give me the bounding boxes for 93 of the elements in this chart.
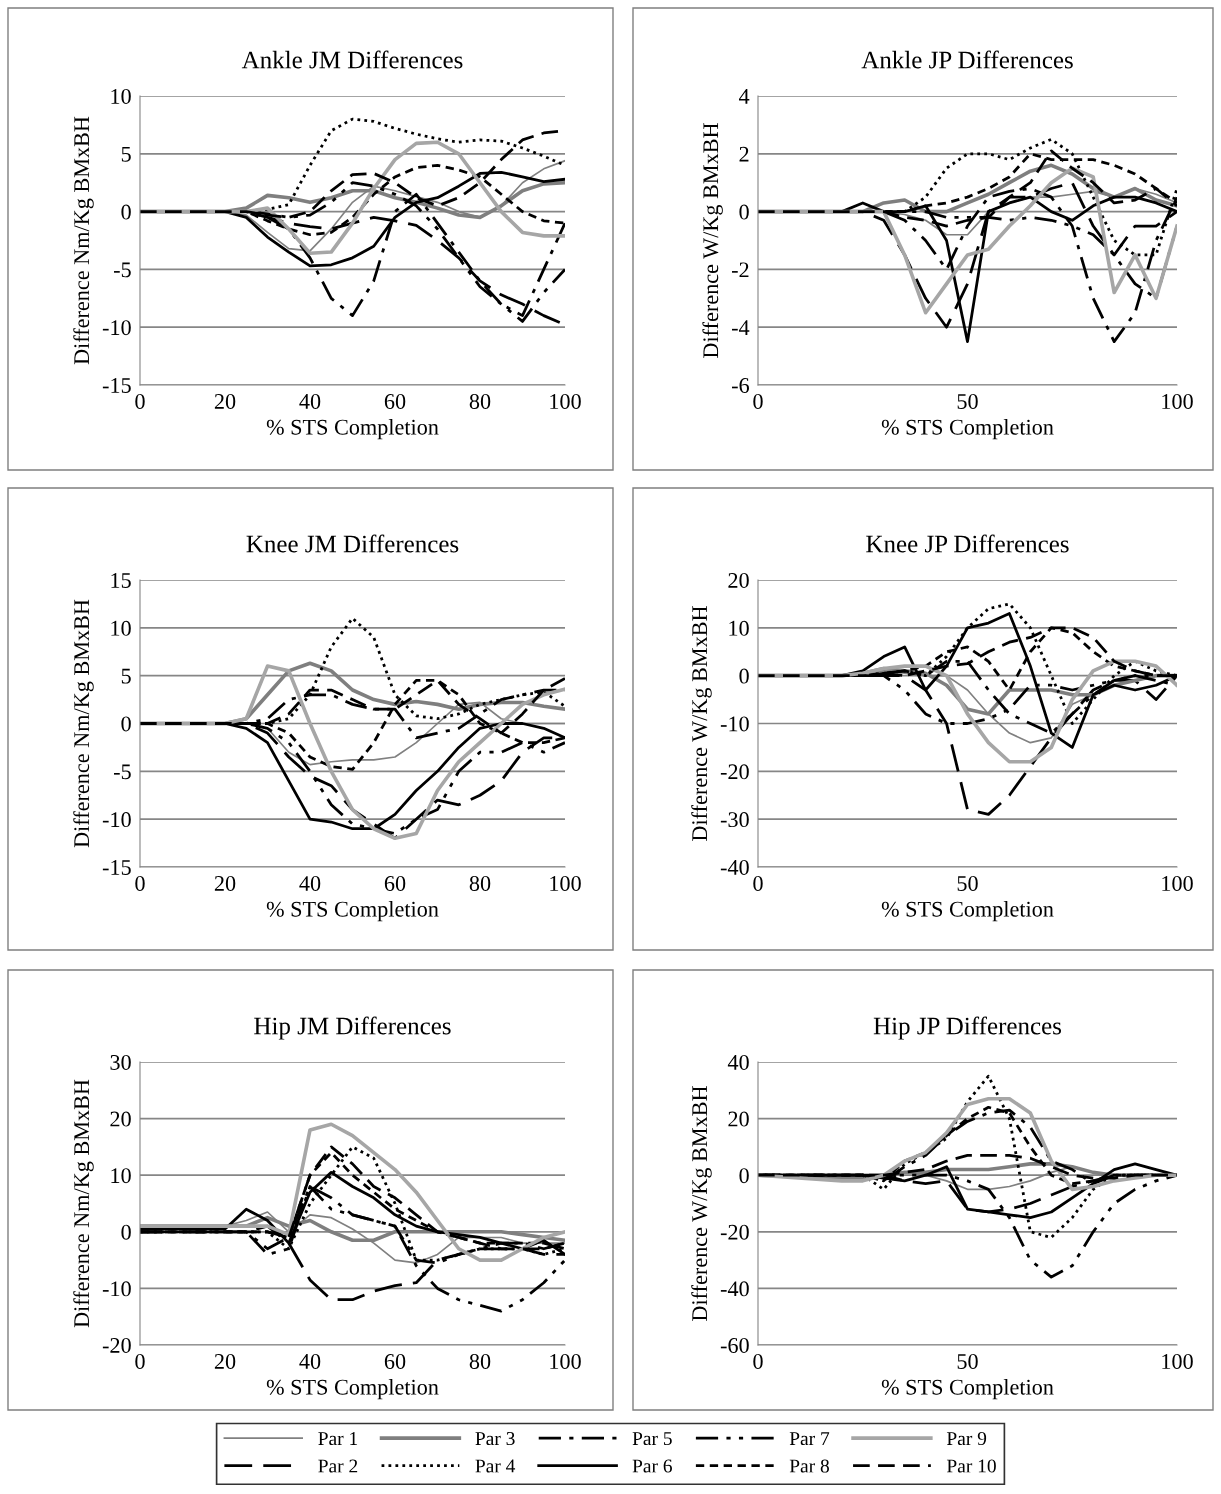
chart-title: Knee JP Differences	[866, 534, 1069, 553]
x-tick-label: 100	[1162, 393, 1193, 409]
x-tick-label: 50	[957, 393, 978, 409]
x-tick-label: 0	[135, 875, 145, 891]
y-tick-label: -5	[113, 764, 131, 780]
y-tick-label: 4	[738, 89, 750, 104]
x-tick-label: 50	[957, 1353, 978, 1369]
y-tick-label: 5	[121, 146, 131, 162]
y-tick-label: -10	[102, 1281, 131, 1297]
y-tick-label: 20	[728, 1111, 749, 1127]
chart-title: Ankle JP Differences	[861, 50, 1073, 69]
y-tick-label: -60	[720, 1337, 749, 1353]
y-axis-title: Difference W/Kg BMxBH	[691, 606, 712, 841]
y-axis-title: Difference Nm/Kg BMxBH	[73, 1079, 94, 1328]
x-tick-label: 20	[214, 393, 236, 409]
chart-title: Knee JM Differences	[246, 534, 459, 553]
x-tick-label: 100	[1162, 875, 1193, 891]
y-tick-label: 0	[739, 204, 749, 220]
y-tick-label: -20	[720, 1224, 749, 1240]
y-tick-label: -20	[102, 1337, 131, 1353]
y-tick-label: 20	[728, 572, 749, 588]
y-tick-label: 5	[121, 668, 131, 684]
x-tick-label: 100	[550, 393, 581, 409]
x-tick-label: 20	[214, 1353, 236, 1369]
x-tick-label: 60	[384, 393, 406, 409]
y-tick-label: -5	[113, 262, 131, 278]
x-axis-title: % STS Completion	[266, 901, 439, 922]
y-tick-label: 0	[121, 716, 131, 732]
y-axis-title: Difference Nm/Kg BMxBH	[73, 599, 94, 848]
x-tick-label: 100	[550, 1353, 581, 1369]
y-tick-label: -40	[720, 1281, 749, 1297]
legend-label: Par 7	[789, 1432, 830, 1446]
legend-label: Par 1	[318, 1432, 358, 1446]
chart-title: Ankle JM Differences	[241, 50, 463, 69]
x-tick-label: 40	[299, 1353, 321, 1369]
x-tick-label: 0	[135, 1353, 145, 1369]
y-tick-label: 0	[121, 1224, 131, 1240]
x-tick-label: 0	[753, 875, 763, 891]
legend-label: Par 2	[318, 1459, 358, 1473]
x-axis-title: % STS Completion	[881, 1379, 1054, 1400]
x-tick-label: 100	[550, 875, 581, 891]
legend-label: Par 3	[475, 1432, 515, 1446]
y-tick-label: 20	[110, 1111, 131, 1127]
y-tick-label: -10	[720, 716, 749, 732]
y-axis-title: Difference W/Kg BMxBH	[691, 1086, 712, 1321]
y-axis-title: Difference Nm/Kg BMxBH	[73, 116, 94, 365]
x-tick-label: 80	[469, 393, 491, 409]
legend-label: Par 9	[946, 1432, 987, 1446]
y-tick-label: -15	[102, 378, 131, 393]
y-tick-label: 10	[111, 88, 131, 104]
x-tick-label: 40	[299, 393, 321, 409]
y-tick-label: -4	[731, 320, 750, 335]
x-tick-label: 50	[957, 875, 978, 891]
y-tick-label: 2	[739, 146, 749, 162]
y-tick-label: 0	[739, 1168, 749, 1184]
y-axis-title: Difference W/Kg BMxBH	[702, 123, 723, 358]
x-axis-title: % STS Completion	[266, 1379, 439, 1400]
chart-title: Hip JP Differences	[873, 1016, 1062, 1040]
y-tick-label: -2	[731, 262, 749, 278]
legend-label: Par 8	[789, 1459, 829, 1473]
y-tick-label: 0	[121, 204, 131, 220]
y-tick-label: -15	[102, 860, 131, 875]
y-tick-label: -10	[102, 320, 131, 336]
y-tick-label: 10	[729, 620, 749, 636]
legend-label: Par 4	[475, 1459, 516, 1473]
x-axis-title: % STS Completion	[266, 419, 439, 440]
legend-label: Par 6	[632, 1459, 672, 1473]
y-tick-label: 0	[739, 668, 749, 684]
y-tick-label: -20	[720, 764, 749, 780]
y-tick-label: 40	[727, 1054, 749, 1070]
y-tick-label: -30	[720, 812, 749, 828]
x-axis-title: % STS Completion	[881, 901, 1054, 922]
y-tick-label: 10	[111, 1168, 131, 1184]
y-tick-label: 10	[111, 620, 131, 636]
x-tick-label: 60	[384, 875, 406, 891]
legend-label: Par 10	[946, 1459, 996, 1473]
y-tick-label: 30	[110, 1054, 131, 1070]
x-tick-label: 80	[469, 875, 491, 891]
x-tick-label: 40	[299, 875, 321, 891]
x-axis-title: % STS Completion	[881, 419, 1054, 440]
y-tick-label: -40	[720, 859, 749, 875]
x-tick-label: 100	[1162, 1353, 1193, 1369]
x-tick-label: 0	[753, 393, 763, 409]
x-tick-label: 20	[214, 875, 236, 891]
y-tick-label: 15	[111, 573, 131, 588]
x-tick-label: 80	[469, 1353, 491, 1369]
x-tick-label: 60	[384, 1353, 406, 1369]
chart-title: Hip JM Differences	[254, 1016, 451, 1040]
y-tick-label: -10	[102, 812, 131, 828]
legend-label: Par 5	[632, 1432, 672, 1446]
x-tick-label: 0	[753, 1353, 763, 1369]
y-tick-label: -6	[731, 377, 749, 393]
x-tick-label: 0	[135, 393, 145, 409]
